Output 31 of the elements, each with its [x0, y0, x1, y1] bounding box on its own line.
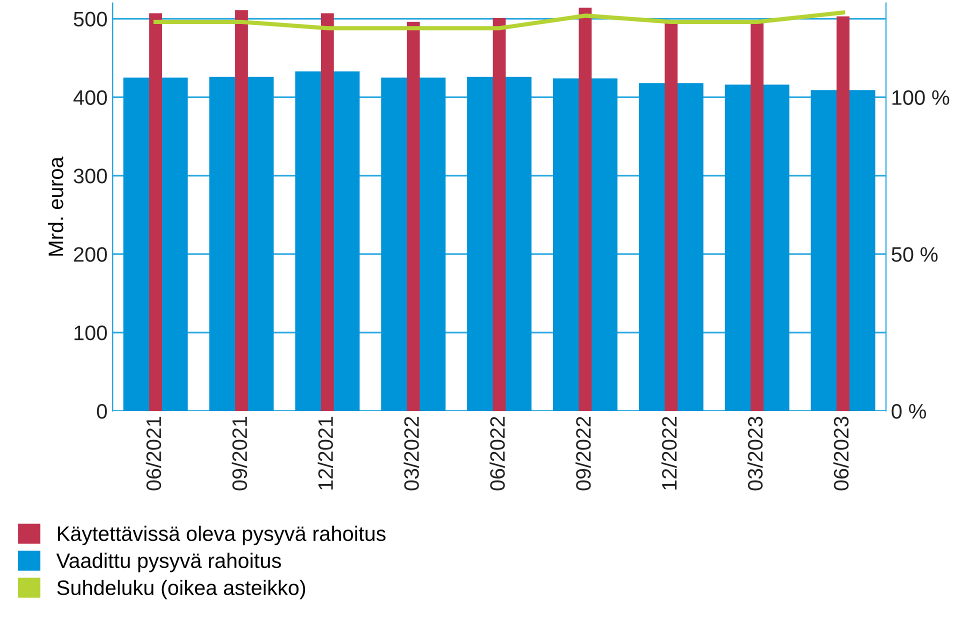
- x-tick-label: 09/2021: [232, 416, 248, 490]
- bar: [149, 13, 162, 411]
- y-tick-label: 100: [74, 326, 107, 340]
- legend-label: Suhdeluku (oikea asteikko): [57, 580, 306, 600]
- x-tick-label: 03/2022: [404, 416, 419, 490]
- x-tick-label: 06/2021: [146, 416, 162, 490]
- bar: [492, 18, 506, 411]
- y-tick-label: 200: [74, 247, 107, 262]
- x-tick-label: 06/2022: [490, 416, 505, 490]
- bar: [406, 22, 420, 411]
- y-tick-label: 500: [74, 12, 107, 27]
- y-axis-title: Mrd. euroa: [48, 156, 64, 256]
- bar: [235, 10, 248, 411]
- x-tick-label: 06/2023: [833, 416, 849, 490]
- y-tick-label: 0: [96, 404, 107, 419]
- bar: [578, 8, 592, 411]
- x-tick-label: 03/2023: [747, 416, 763, 490]
- x-tick-label: 12/2022: [661, 416, 677, 490]
- y-tick-label: 300: [74, 168, 107, 184]
- legend-label: Käytettävissä oleva pysyvä rahoitus: [58, 526, 386, 546]
- y2-tick-label: 100 %: [892, 90, 950, 105]
- y2-tick-label: 50 %: [892, 247, 938, 262]
- legend-label: Vaadittu pysyvä rahoitus: [56, 552, 281, 572]
- bar: [836, 16, 850, 411]
- x-tick-label: 12/2021: [318, 416, 334, 490]
- y-tick-label: 400: [73, 90, 107, 105]
- line-series: [153, 10, 846, 30]
- bar: [320, 13, 334, 411]
- x-tick-label: 09/2022: [576, 416, 591, 490]
- bar: [664, 22, 678, 411]
- y2-tick-label: 0 %: [892, 404, 926, 419]
